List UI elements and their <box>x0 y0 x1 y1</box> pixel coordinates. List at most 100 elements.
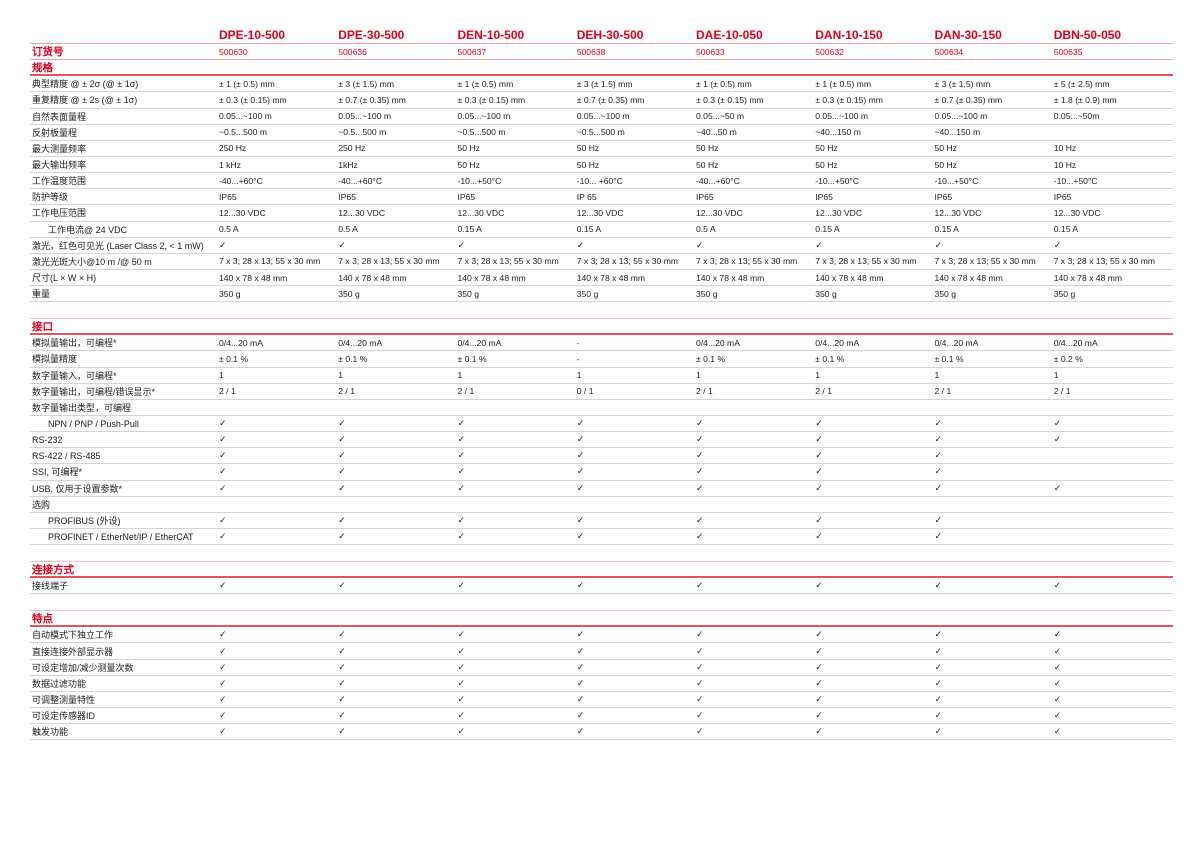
check-icon: ✓ <box>576 629 585 640</box>
cell-value: 10 Hz <box>1053 159 1077 170</box>
check-icon: ✓ <box>815 514 823 525</box>
check-icon: ✓ <box>815 629 823 640</box>
cell-value: 7 x 3; 28 x 13; 55 x 30 mm <box>696 256 798 267</box>
check-icon: ✓ <box>696 661 704 672</box>
row-label: 重量 <box>32 289 51 300</box>
check-icon: ✓ <box>815 726 823 737</box>
row-label: 工作电压范围 <box>32 208 87 219</box>
check-icon: ✓ <box>696 726 704 737</box>
cell-value: -10...+50°C <box>815 175 860 186</box>
check-icon: ✓ <box>219 239 227 250</box>
check-icon: ✓ <box>576 531 585 542</box>
cell-value: 140 x 78 x 48 mm <box>815 272 884 283</box>
check-icon: ✓ <box>457 531 466 542</box>
cell-value: -10...+50°C <box>457 175 502 186</box>
table-row: RS-232 ✓ ✓ ✓ ✓ ✓ ✓ ✓ ✓ <box>30 432 1173 449</box>
cell-value: 140 x 78 x 48 mm <box>338 272 407 283</box>
row-label: 数字量输出，可编程/错误显示* <box>32 386 156 397</box>
check-icon: ✓ <box>1053 710 1062 721</box>
cell-value: 140 x 78 x 48 mm <box>934 272 1003 283</box>
table-row: 自动模式下独立工作 ✓ ✓ ✓ ✓ ✓ ✓ ✓ ✓ <box>30 627 1173 644</box>
table-row: 可设定增加/减少测量次数 ✓ ✓ ✓ ✓ ✓ ✓ ✓ ✓ <box>30 660 1173 676</box>
check-icon: ✓ <box>934 677 943 688</box>
cell-value: 2 / 1 <box>815 386 832 397</box>
check-icon: ✓ <box>696 531 704 542</box>
row-label: USB, 仅用于设置参数* <box>32 483 123 494</box>
table-row: 最大输出频率 1 kHz 1kHz 50 Hz 50 Hz 50 Hz 50 Hz 50 Hz… <box>30 157 1173 174</box>
cell-value: -10...+50°C <box>1053 175 1098 186</box>
cell-value: 350 g <box>696 288 718 299</box>
check-icon: ✓ <box>576 710 585 721</box>
cell-value: 350 g <box>457 288 480 299</box>
check-icon: ✓ <box>219 418 227 429</box>
check-icon: ✓ <box>815 239 823 250</box>
cell-value: ± 0.2 % <box>1053 353 1083 364</box>
cell-value: 0.05...~100 m <box>457 111 511 122</box>
cell-value: ± 5 (± 2.5) mm <box>1053 78 1110 89</box>
cell-value: 50 Hz <box>815 159 838 170</box>
cell-value: 50 Hz <box>934 143 957 154</box>
cell-value: 140 x 78 x 48 mm <box>576 272 646 283</box>
table-row: 防护等级 IP65 IP65 IP65 IP 65 IP65 IP65 IP65 IP65 <box>30 189 1173 206</box>
cell-value: 0/4...20 mA <box>696 337 740 348</box>
row-label: 数字量输出类型，可编程 <box>32 402 132 413</box>
check-icon: ✓ <box>1053 677 1062 688</box>
check-icon: ✓ <box>338 418 346 429</box>
product-name: DAN-10-150 <box>815 28 883 42</box>
table-row: PROFIBUS (外设) ✓ ✓ ✓ ✓ ✓ ✓ ✓ <box>30 513 1173 529</box>
cell-value: 140 x 78 x 48 mm <box>696 272 765 283</box>
row-label: PROFINET / EtherNet/IP / EtherCAT <box>48 531 194 542</box>
check-icon: ✓ <box>934 726 943 737</box>
cell-value: 7 x 3; 28 x 13; 55 x 30 mm <box>934 256 1036 267</box>
section-header: 特点 <box>30 611 1173 628</box>
row-label: 激光光斑大小@10 m /@ 50 m <box>32 256 152 267</box>
cell-value: 0.05...~100 m <box>219 111 272 122</box>
section-title: 连接方式 <box>32 563 74 576</box>
row-label: 直接连接外部显示器 <box>32 646 114 657</box>
product-name: DPE-10-500 <box>219 28 286 42</box>
cell-value: 50 Hz <box>576 143 600 154</box>
cell-value: 0.15 A <box>576 224 602 235</box>
check-icon: ✓ <box>219 693 227 704</box>
cell-value: ± 0.7 (± 0.35) mm <box>338 94 406 105</box>
check-icon: ✓ <box>934 466 943 477</box>
row-label: 模拟量精度 <box>32 354 78 365</box>
cell-value: ± 1 (± 0.5) mm <box>815 78 872 89</box>
row-label: 典型精度 @ ± 2σ (@ ± 1σ) <box>32 79 139 90</box>
order-number: 500630 <box>219 46 248 57</box>
cell-value: 0.05...~100 m <box>815 111 869 122</box>
cell-value: 1 <box>338 370 344 381</box>
row-label: 模拟量输出，可编程* <box>32 338 117 349</box>
cell-value: 7 x 3; 28 x 13; 55 x 30 mm <box>457 256 559 267</box>
cell-value: 12...30 VDC <box>576 207 624 218</box>
cell-value: IP65 <box>338 191 356 202</box>
cell-value: 7 x 3; 28 x 13; 55 x 30 mm <box>219 256 321 267</box>
cell-value: ± 3 (± 1.5) mm <box>576 78 633 89</box>
product-name: DPE-30-500 <box>338 28 405 42</box>
row-label: 可设定增加/减少测量次数 <box>32 662 134 673</box>
check-icon: ✓ <box>934 629 943 640</box>
check-icon: ✓ <box>457 693 466 704</box>
order-number: 500635 <box>1053 46 1083 57</box>
table-row: 自然表面量程 0.05...~100 m 0.05...~100 m 0.05...~… <box>30 109 1173 125</box>
cell-value: 7 x 3; 28 x 13; 55 x 30 mm <box>815 256 917 267</box>
check-icon: ✓ <box>696 677 704 688</box>
check-icon: ✓ <box>338 531 346 542</box>
cell-value: 0/4...20 mA <box>338 337 383 348</box>
check-icon: ✓ <box>219 661 227 672</box>
check-icon: ✓ <box>934 418 943 429</box>
cell-value: ~40...150 m <box>934 127 981 138</box>
row-label: 可调整测量特性 <box>32 694 96 705</box>
check-icon: ✓ <box>1053 645 1062 656</box>
check-icon: ✓ <box>934 239 943 250</box>
section-spacer <box>30 594 1173 612</box>
cell-value: 0 / 1 <box>576 386 594 397</box>
check-icon: ✓ <box>576 677 585 688</box>
cell-value: -40...+60°C <box>338 175 383 186</box>
cell-value: 1kHz <box>338 159 358 170</box>
check-icon: ✓ <box>219 726 227 737</box>
cell-value: 2 / 1 <box>338 386 355 397</box>
product-name: DEN-10-500 <box>457 28 525 42</box>
check-icon: ✓ <box>696 239 704 250</box>
check-icon: ✓ <box>219 677 227 688</box>
